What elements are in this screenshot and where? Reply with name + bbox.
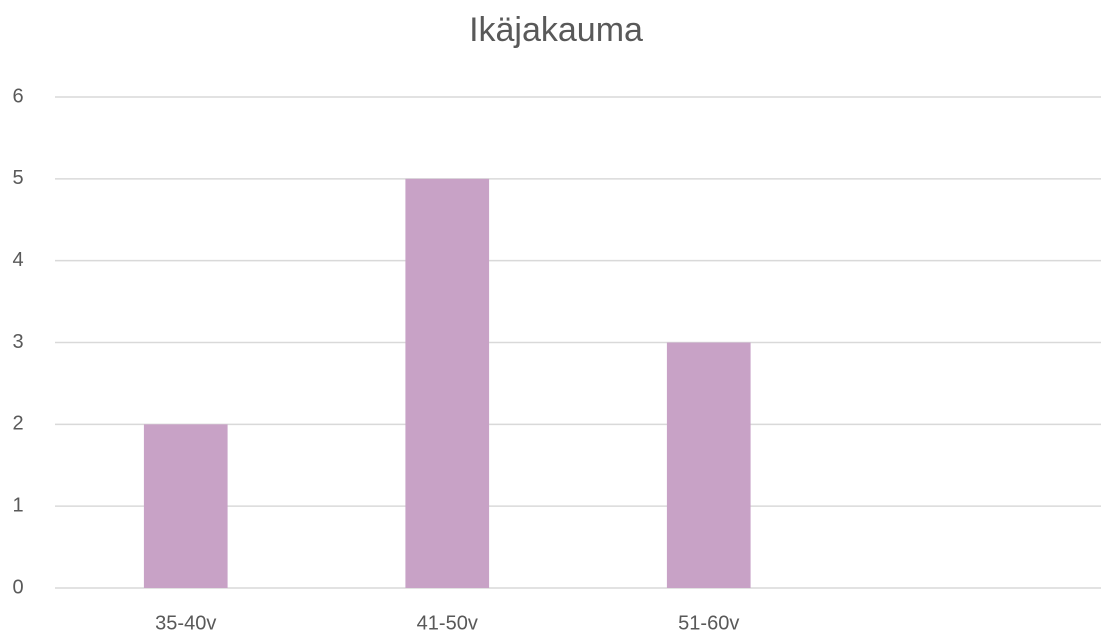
bar (405, 178, 490, 589)
y-tick-label: 3 (12, 331, 23, 353)
y-tick-label: 0 (12, 576, 23, 598)
chart-title: Ikäjakauma (469, 11, 643, 49)
y-tick-label: 1 (12, 494, 23, 516)
x-tick-label: 35-40v (155, 612, 216, 634)
y-tick-label: 2 (12, 413, 23, 435)
x-tick-label: 51-60v (678, 612, 739, 634)
y-tick-label: 5 (12, 167, 23, 189)
bar (666, 342, 751, 588)
y-tick-label: 4 (12, 249, 23, 271)
bar (143, 424, 228, 588)
y-tick-label: 6 (12, 85, 23, 107)
x-tick-label: 41-50v (417, 612, 478, 634)
